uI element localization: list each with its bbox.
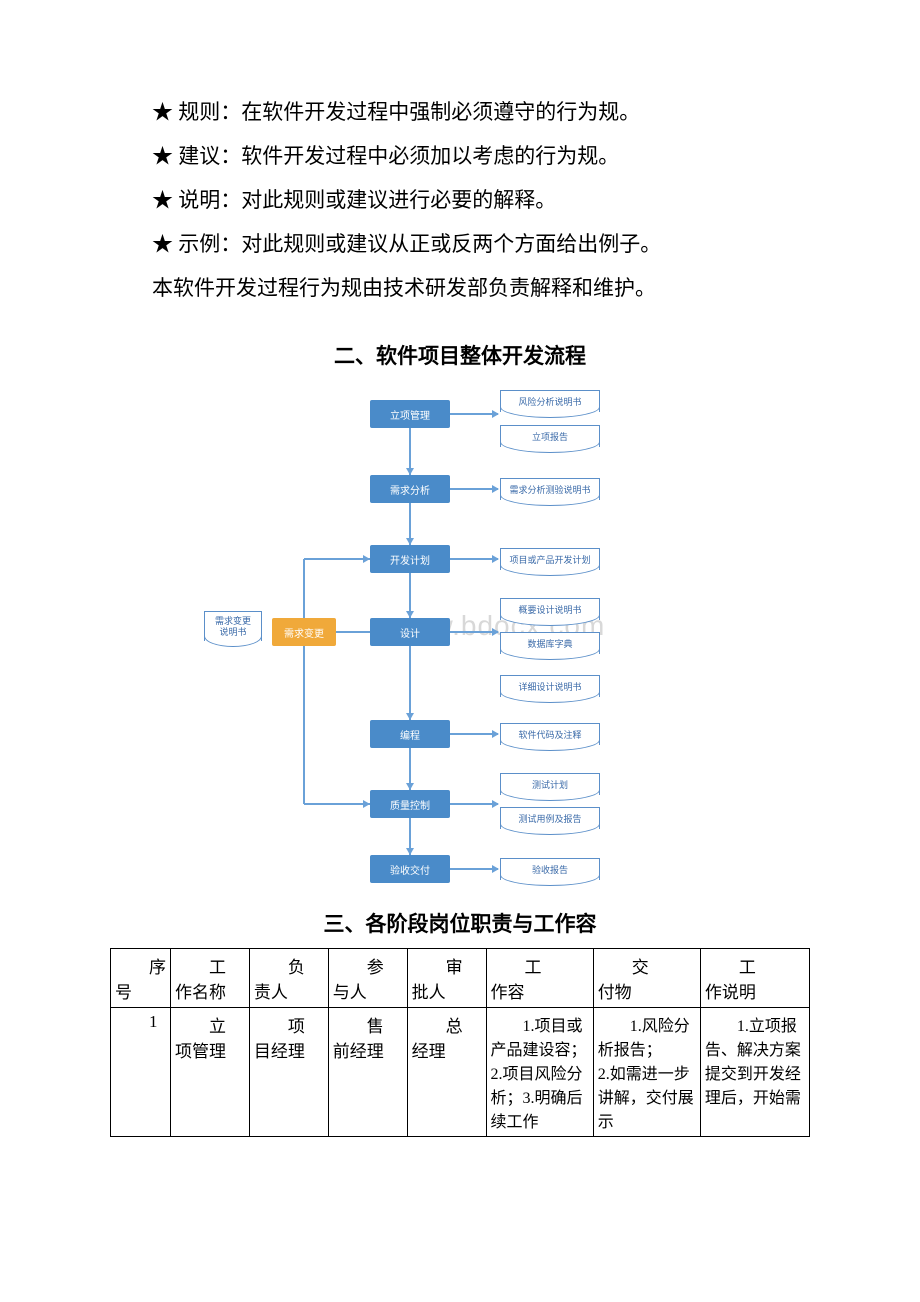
table-row: 1 立项管理 项目经理 售前经理 总经理 1.项目或产品建设容；2.项目风险分析… xyxy=(111,1008,810,1137)
table-header-cell: 交付物 xyxy=(593,949,700,1008)
flow-doc: 数据库字典 xyxy=(500,632,600,654)
flow-arrow-down xyxy=(406,713,414,720)
flow-node-n6: 质量控制 xyxy=(370,790,450,818)
flow-node-n3: 开发计划 xyxy=(370,545,450,573)
flow-node-n4: 设计 xyxy=(370,618,450,646)
definition-list: ★ 规则：在软件开发过程中强制必须遵守的行为规。 ★ 建议：软件开发过程中必须加… xyxy=(110,90,810,310)
bullet-suggest: ★ 建议：软件开发过程中必须加以考虑的行为规。 xyxy=(110,134,810,178)
flow-node-n2: 需求分析 xyxy=(370,475,450,503)
process-flowchart: www.bdocx.com 立项管理需求分析开发计划设计编程质量控制验收交付需求… xyxy=(200,380,720,890)
cell-approver: 总经理 xyxy=(407,1008,486,1137)
flow-doc: 验收报告 xyxy=(500,858,600,880)
cell-content: 1.项目或产品建设容；2.项目风险分析；3.明确后续工作 xyxy=(486,1008,593,1137)
flow-arrow-down xyxy=(406,611,414,618)
cell-owner: 项目经理 xyxy=(249,1008,328,1137)
flow-doc: 立项报告 xyxy=(500,425,600,447)
table-header-cell: 审批人 xyxy=(407,949,486,1008)
flow-doc: 风险分析说明书 xyxy=(500,390,600,412)
flow-arrow-right xyxy=(492,555,499,563)
flow-loop-down-h xyxy=(304,803,370,805)
table-header-cell: 工作容 xyxy=(486,949,593,1008)
flow-doc: 需求分析测验说明书 xyxy=(500,478,600,500)
table-header-cell: 工作说明 xyxy=(700,949,809,1008)
bullet-maintainer: 本软件开发过程行为规由技术研发部负责解释和维护。 xyxy=(110,266,810,310)
flow-arrow-down xyxy=(406,468,414,475)
flow-doc: 测试用例及报告 xyxy=(500,807,600,829)
flow-arrow-right xyxy=(492,410,499,418)
bullet-example: ★ 示例：对此规则或建议从正或反两个方面给出例子。 xyxy=(110,222,810,266)
flow-doc: 详细设计说明书 xyxy=(500,675,600,697)
flow-connector xyxy=(450,868,498,870)
flow-doc: 软件代码及注释 xyxy=(500,723,600,745)
cell-desc: 1.立项报告、解决方案提交到开发经理后，开始需 xyxy=(700,1008,809,1137)
flow-connector xyxy=(450,488,498,490)
flow-node-n1: 立项管理 xyxy=(370,400,450,428)
flow-arrow-right xyxy=(492,865,499,873)
bullet-explain: ★ 说明：对此规则或建议进行必要的解释。 xyxy=(110,178,810,222)
flow-arrow-right xyxy=(363,800,370,808)
heading-process: 二、软件项目整体开发流程 xyxy=(110,340,810,370)
bullet-rule: ★ 规则：在软件开发过程中强制必须遵守的行为规。 xyxy=(110,90,810,134)
flow-doc: 概要设计说明书 xyxy=(500,598,600,620)
flow-doc-change-spec: 需求变更说明书 xyxy=(204,611,262,641)
flow-connector xyxy=(450,413,498,415)
table-header-cell: 序号 xyxy=(111,949,171,1008)
flow-node-n7: 验收交付 xyxy=(370,855,450,883)
cell-participant: 售前经理 xyxy=(328,1008,407,1137)
table-header-cell: 工作名称 xyxy=(171,949,250,1008)
flow-loop-down xyxy=(303,646,305,804)
flow-loop-up xyxy=(303,559,305,618)
flow-arrow-down xyxy=(406,538,414,545)
flow-arrow-right xyxy=(492,628,499,636)
flow-connector xyxy=(450,558,498,560)
responsibility-table: 序号工作名称负责人参与人审批人工作容交付物工作说明 1 立项管理 项目经理 售前… xyxy=(110,948,810,1137)
flow-node-n5: 编程 xyxy=(370,720,450,748)
flow-loop-up-h xyxy=(304,558,370,560)
flow-doc: 项目或产品开发计划 xyxy=(500,548,600,570)
flow-connector-side xyxy=(336,631,370,633)
flow-node-change: 需求变更 xyxy=(272,618,336,646)
flow-arrow-right xyxy=(363,555,370,563)
heading-responsibility: 三、各阶段岗位职责与工作容 xyxy=(110,908,810,938)
cell-task-name: 立项管理 xyxy=(171,1008,250,1137)
cell-seq: 1 xyxy=(111,1008,171,1137)
flow-arrow-right xyxy=(492,730,499,738)
table-header-row: 序号工作名称负责人参与人审批人工作容交付物工作说明 xyxy=(111,949,810,1008)
flow-arrow-down xyxy=(406,783,414,790)
table-header-cell: 参与人 xyxy=(328,949,407,1008)
flow-arrow-right xyxy=(492,800,499,808)
flow-connector xyxy=(450,803,498,805)
flow-arrow-down xyxy=(406,848,414,855)
flow-doc: 测试计划 xyxy=(500,773,600,795)
flow-connector xyxy=(450,631,498,633)
cell-deliverable: 1.风险分析报告； 2.如需进一步讲解，交付展示 xyxy=(593,1008,700,1137)
flow-connector xyxy=(450,733,498,735)
table-header-cell: 负责人 xyxy=(249,949,328,1008)
flow-arrow-right xyxy=(492,485,499,493)
